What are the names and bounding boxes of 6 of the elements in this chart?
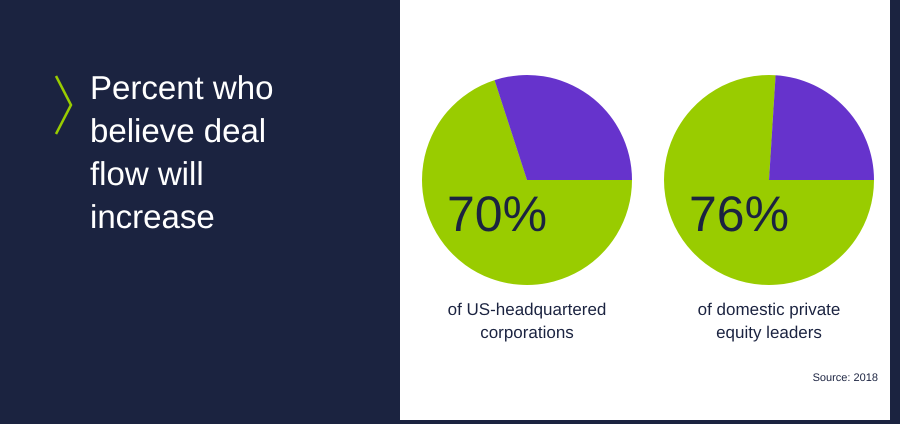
text: of domestic private equity leaders bbox=[696, 299, 842, 344]
text: of US-headquartered corporations bbox=[446, 299, 608, 344]
data-label: 70% bbox=[446, 186, 548, 242]
source-note: Source: 2018 bbox=[812, 372, 878, 384]
data-label: 76% bbox=[688, 186, 790, 242]
text: Percent who believe deal flow will increase bbox=[90, 68, 274, 237]
